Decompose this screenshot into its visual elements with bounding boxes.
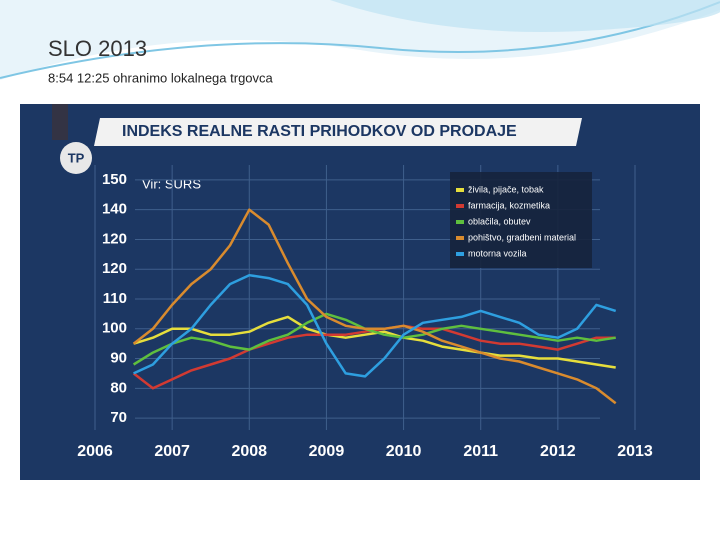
series-line (133, 273, 617, 378)
legend-label: motorna vozila (468, 248, 527, 258)
legend-swatch (456, 188, 464, 192)
decor-wave (330, 0, 720, 32)
legend-swatch (456, 204, 464, 208)
y-tick-label: 120 (102, 230, 127, 247)
y-tick-label: 70 (110, 409, 127, 426)
series-line (132, 208, 617, 405)
x-tick-label: 2010 (386, 443, 422, 460)
legend-swatch (456, 236, 464, 240)
series-line (132, 324, 616, 390)
decor (52, 104, 68, 140)
logo (60, 142, 92, 174)
slide-title: SLO 2013 (48, 36, 147, 61)
y-tick-label: 90 (110, 350, 127, 367)
y-tick-label: 140 (102, 201, 127, 218)
y-tick-label: 100 (102, 320, 127, 337)
title-banner (94, 118, 582, 146)
legend-box (450, 172, 592, 268)
legend-label: pohištvo, gradbeni material (468, 232, 576, 242)
y-tick-label: 80 (110, 379, 127, 396)
legend-label: živila, pijače, tobak (468, 184, 544, 194)
x-tick-label: 2011 (463, 443, 498, 460)
series-line (133, 315, 616, 369)
series-line (132, 312, 616, 366)
legend-label: oblačila, obutev (468, 216, 531, 226)
y-tick-label: 150 (102, 171, 127, 188)
x-tick-label: 2012 (540, 443, 576, 460)
legend-swatch (456, 252, 464, 256)
x-tick-label: 2007 (154, 443, 190, 460)
slide-subtitle: 8:54 12:25 ohranimo lokalnega trgovca (48, 70, 274, 85)
x-tick-label: 2009 (309, 443, 345, 460)
y-tick-label: 110 (103, 290, 127, 307)
logo-text: TP (68, 150, 85, 165)
chart-title: INDEKS REALNE RASTI PRIHODKOV OD PRODAJE (122, 123, 517, 140)
chart-background (20, 104, 700, 480)
legend-label: farmacija, kozmetika (468, 200, 550, 210)
y-tick-label: 120 (102, 260, 127, 277)
x-tick-label: 2006 (77, 443, 113, 460)
decor-line (0, 1, 720, 79)
plot: 150 140 120 120 110 100 90 80 70 2006 2007 2008 2009… (77, 165, 653, 460)
x-tick-label: 2013 (617, 443, 653, 460)
x-tick-label: 2008 (231, 443, 267, 460)
legend-swatch (456, 220, 464, 224)
